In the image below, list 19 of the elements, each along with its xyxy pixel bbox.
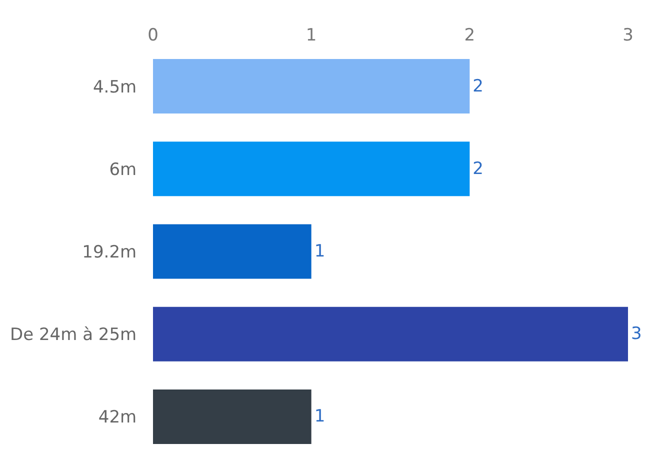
bar xyxy=(153,389,312,444)
x-tick-label: 3 xyxy=(622,26,634,46)
y-tick-label: 4.5m xyxy=(92,77,137,98)
bar xyxy=(153,306,628,362)
x-tick-label: 1 xyxy=(306,26,317,46)
x-tick-label: 2 xyxy=(464,26,476,46)
data-label: 1 xyxy=(314,242,326,262)
data-label: 2 xyxy=(472,76,484,96)
bar xyxy=(153,142,470,196)
y-tick-label: De 24m à 25m xyxy=(10,325,137,346)
bar xyxy=(153,224,312,279)
x-tick-label: 0 xyxy=(148,26,158,46)
data-label: 3 xyxy=(631,324,642,344)
y-tick-label: 6m xyxy=(109,160,137,180)
bar xyxy=(153,59,470,114)
data-label: 2 xyxy=(472,158,484,179)
y-tick-label: 19.2m xyxy=(82,242,137,262)
y-tick-label: 42m xyxy=(98,408,137,428)
data-label: 1 xyxy=(314,406,326,427)
